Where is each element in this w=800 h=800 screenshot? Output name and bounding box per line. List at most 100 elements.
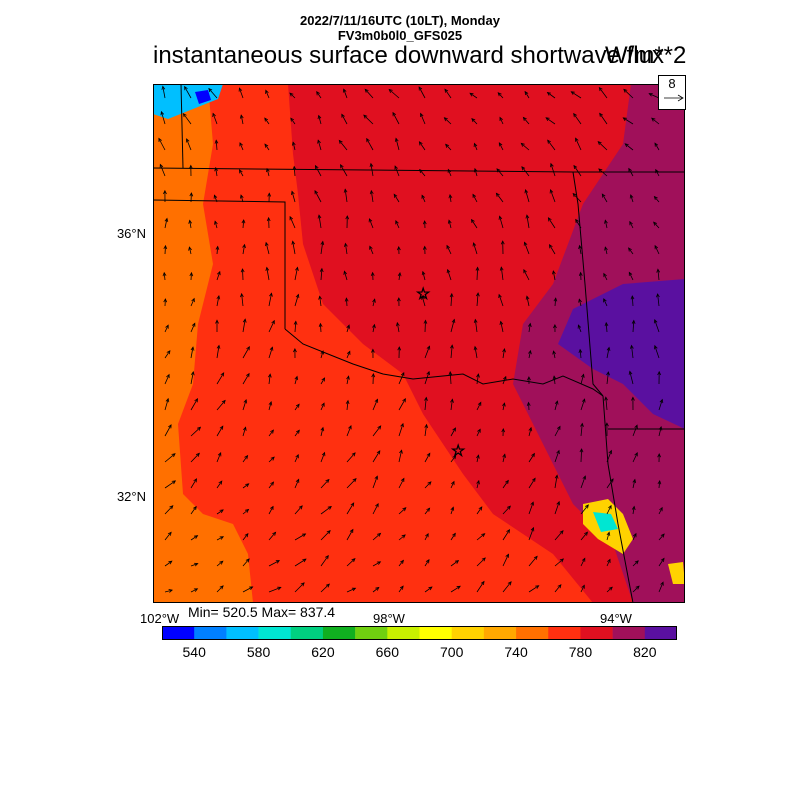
- wind-vector-head: [219, 425, 224, 430]
- wind-vector: [474, 346, 478, 359]
- wind-vector-head: [189, 192, 194, 197]
- wind-vector-head: [579, 448, 584, 453]
- wind-vector-head: [158, 137, 162, 143]
- wind-vector: [398, 372, 405, 385]
- wind-vector: [502, 403, 505, 411]
- wind-vector-head: [320, 350, 325, 355]
- wind-vector-head: [188, 219, 193, 224]
- wind-vector-head: [476, 373, 480, 378]
- wind-vector: [216, 536, 224, 541]
- wind-vector: [605, 322, 608, 333]
- wind-vector: [396, 322, 400, 333]
- wind-vector: [216, 585, 224, 593]
- wind-vector-head: [428, 586, 433, 591]
- wind-vector: [293, 166, 296, 177]
- wind-vector: [294, 582, 305, 593]
- wind-vector: [164, 453, 176, 463]
- wind-vector: [341, 114, 348, 125]
- wind-vector-head: [654, 244, 659, 250]
- wind-vector-head: [604, 396, 608, 401]
- wind-vector-head: [603, 272, 607, 278]
- wind-vector: [632, 452, 638, 463]
- wind-vector: [242, 483, 249, 489]
- wind-vector-head: [196, 426, 202, 431]
- wind-vector-head: [530, 526, 535, 532]
- wind-vector: [363, 114, 374, 125]
- wind-vector-head: [497, 92, 502, 97]
- wind-vector: [215, 140, 218, 151]
- wind-vector: [606, 532, 610, 541]
- wind-vector: [476, 506, 483, 515]
- wind-vector-head: [269, 292, 273, 297]
- wind-vector: [163, 272, 166, 281]
- wind-vector-head: [159, 163, 164, 169]
- wind-vector: [320, 530, 331, 541]
- wind-vector: [268, 456, 275, 463]
- wind-vector: [372, 299, 376, 307]
- wind-vector: [476, 455, 479, 463]
- wind-vector-head: [393, 193, 398, 198]
- wind-vector: [398, 450, 402, 463]
- wind-vector-head: [214, 166, 219, 172]
- wind-vector: [653, 221, 660, 229]
- wind-vector-head: [608, 504, 612, 510]
- wind-vector: [264, 117, 270, 125]
- colorbar-swatch: [322, 626, 356, 640]
- wind-vector-head: [217, 452, 222, 457]
- wind-vector-head: [400, 422, 404, 428]
- wind-vector: [338, 140, 348, 151]
- wind-vector-head: [524, 90, 529, 96]
- wind-vector: [658, 426, 662, 437]
- wind-vector: [528, 402, 530, 411]
- wind-vector: [242, 509, 249, 515]
- wind-vector: [630, 194, 634, 203]
- wind-vector-head: [628, 271, 633, 276]
- texas-louisiana-border: [602, 395, 634, 603]
- wind-vector-head: [546, 91, 551, 96]
- wind-vector: [472, 194, 478, 203]
- colorbar-swatch: [355, 626, 388, 640]
- wind-vector-head: [291, 190, 295, 195]
- wind-vector: [528, 323, 531, 333]
- wind-vector-head: [578, 271, 583, 276]
- wind-vector-head: [577, 324, 582, 329]
- wind-vector-head: [316, 91, 320, 96]
- wind-vector-head: [533, 555, 538, 560]
- wind-vector-head: [318, 322, 323, 328]
- wind-vector: [424, 453, 431, 463]
- wind-vector-head: [623, 88, 628, 93]
- red-river-border: [284, 328, 604, 397]
- wind-vector: [239, 169, 244, 177]
- wind-vector: [554, 530, 564, 541]
- wind-vector-head: [268, 400, 273, 406]
- wind-vector: [294, 533, 306, 541]
- colorbar-swatch: [387, 626, 420, 640]
- wind-vector: [424, 559, 430, 567]
- wind-vector-head: [400, 477, 405, 483]
- wind-vector: [189, 247, 192, 255]
- wind-vector: [316, 91, 322, 99]
- wind-vector: [189, 220, 192, 229]
- wind-vector-head: [240, 194, 244, 199]
- wind-vector-head: [454, 560, 460, 564]
- wind-vector-head: [535, 585, 540, 589]
- wind-vector: [474, 143, 478, 151]
- wind-vector: [294, 321, 297, 333]
- wind-vector: [398, 423, 404, 437]
- wind-vector-head: [392, 111, 397, 117]
- wind-vector-head: [325, 478, 330, 484]
- wind-vector-head: [341, 113, 345, 118]
- wind-vector: [242, 268, 244, 281]
- wind-vector: [598, 87, 608, 99]
- wind-vector-head: [345, 215, 350, 220]
- wind-vector: [502, 529, 510, 541]
- wind-vector-head: [168, 589, 173, 593]
- wind-vector: [343, 89, 348, 99]
- wind-vector: [395, 220, 400, 229]
- wind-vector-head: [267, 373, 272, 378]
- wind-vector: [346, 478, 357, 489]
- wind-vector: [164, 560, 173, 567]
- wind-vector-head: [531, 452, 535, 458]
- wind-vector-head: [656, 268, 661, 273]
- wind-vector-head: [584, 531, 588, 536]
